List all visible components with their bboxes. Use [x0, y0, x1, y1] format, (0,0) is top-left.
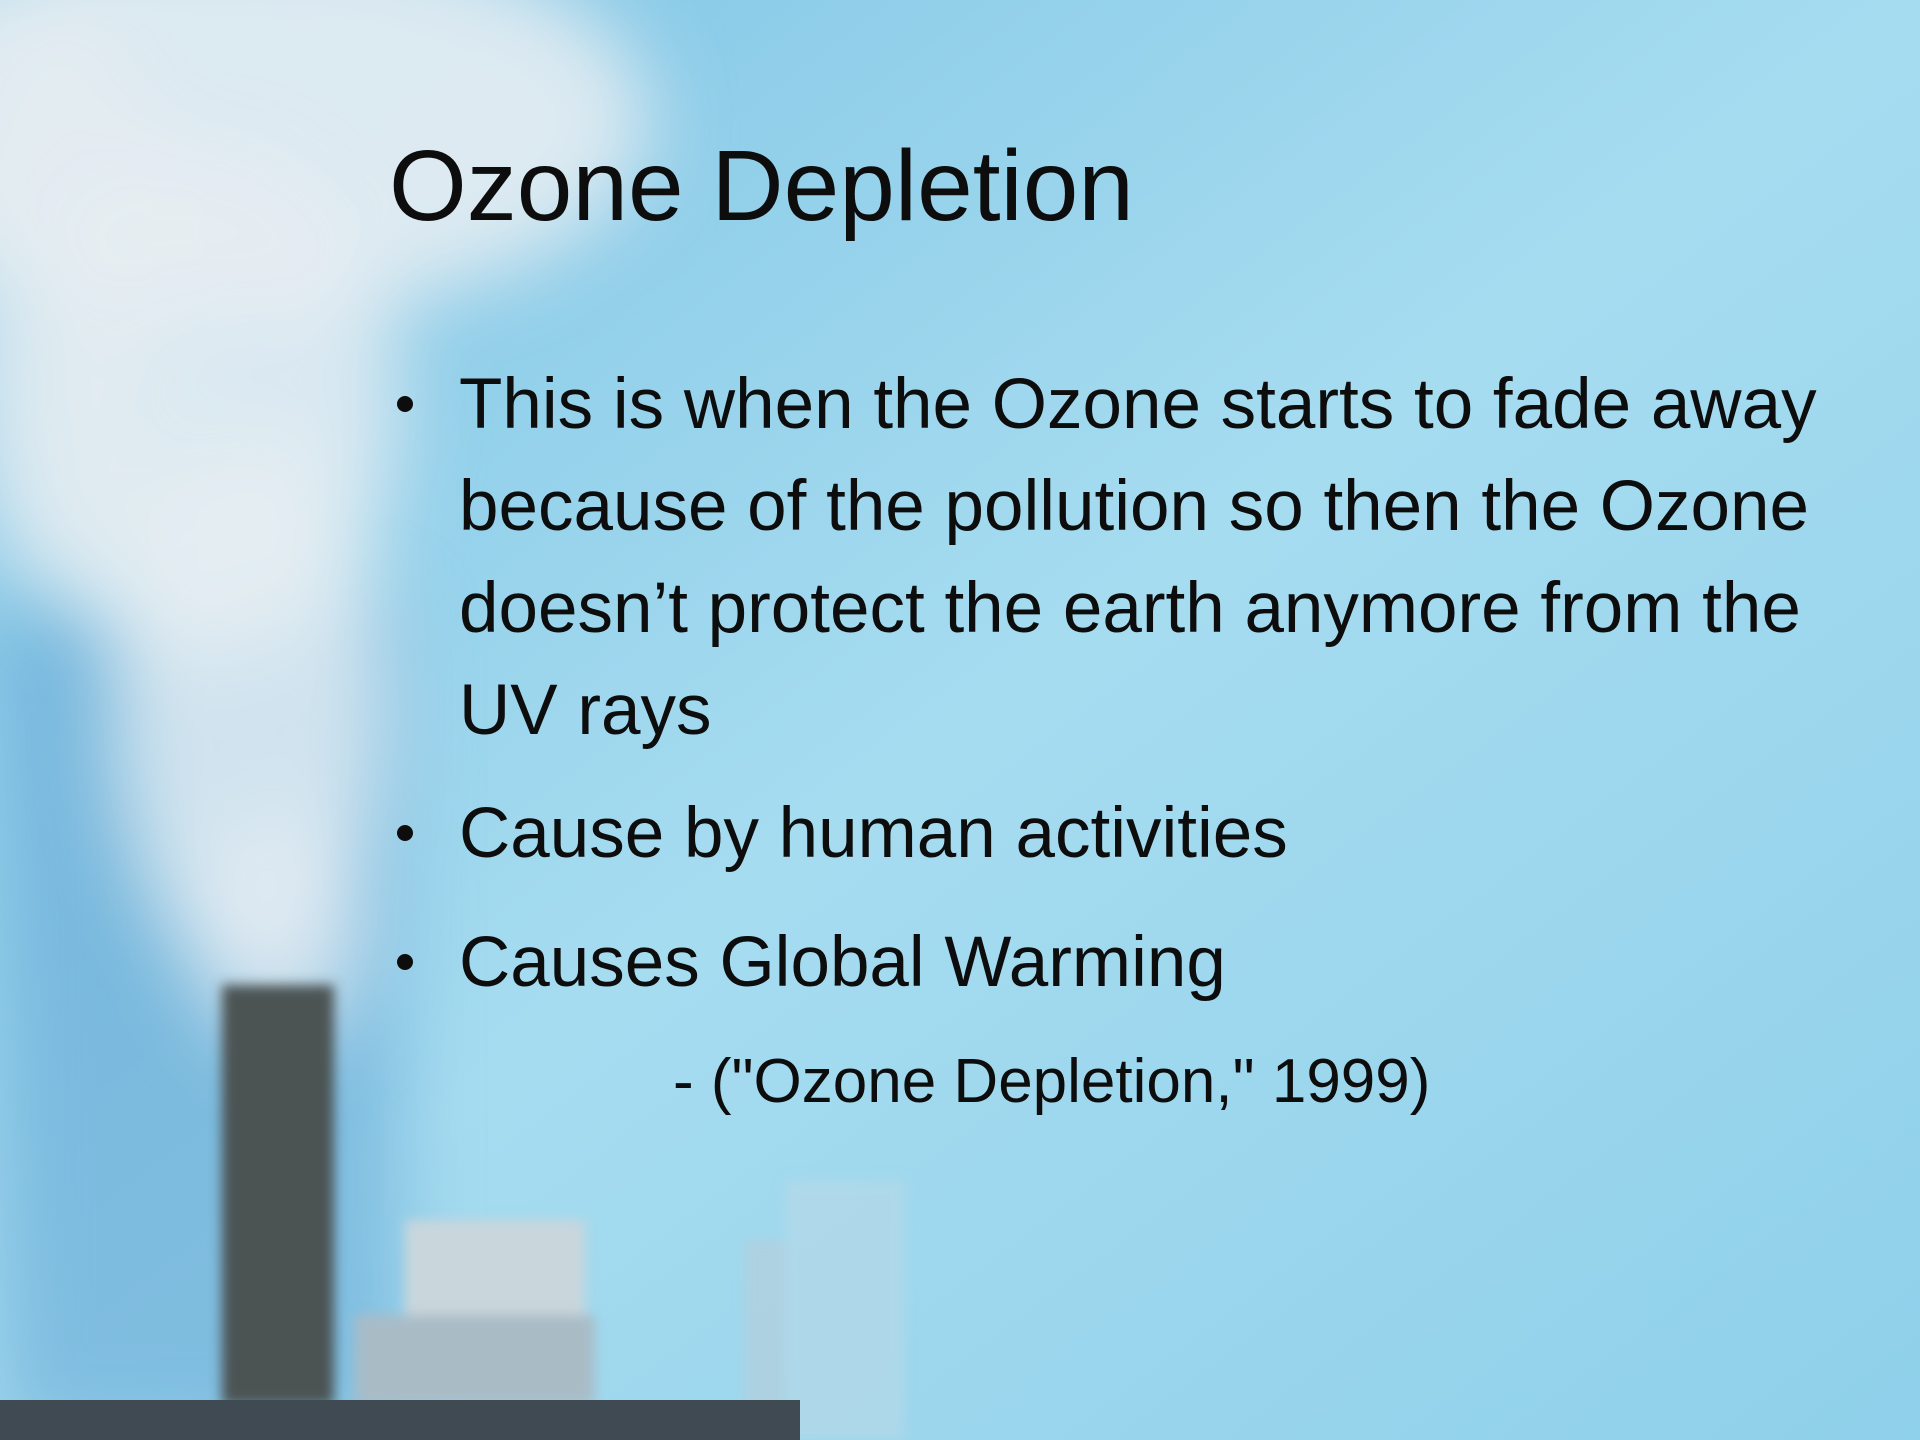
bullet-text: This is when the Ozone starts to fade aw… [459, 365, 1817, 750]
bullet-dot [397, 825, 413, 841]
bullet-item: Causes Global Warming [459, 912, 1899, 1014]
bullet-item: Cause by human activities [459, 783, 1899, 885]
bullet-text: Causes Global Warming [459, 923, 1226, 1002]
bullet-text: Cause by human activities [459, 794, 1288, 873]
slide-title: Ozone Depletion [389, 129, 1134, 244]
bullet-dot [397, 396, 413, 412]
slide: Ozone Depletion This is when the Ozone s… [0, 0, 1920, 1440]
citation: - ("Ozone Depletion," 1999) [673, 1047, 1430, 1117]
bullet-dot [397, 954, 413, 970]
bullet-item: This is when the Ozone starts to fade aw… [459, 354, 1899, 762]
